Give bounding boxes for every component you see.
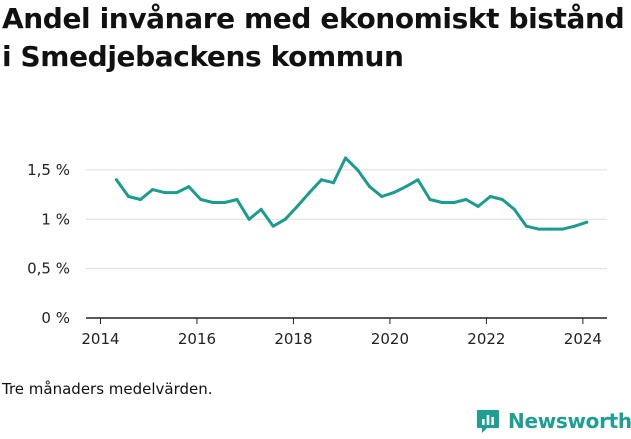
data-point <box>211 200 215 204</box>
data-point <box>380 195 384 199</box>
data-point <box>549 227 553 231</box>
data-point <box>488 195 492 199</box>
data-point <box>283 217 287 221</box>
y-axis-ticks: 0 % 0,5 % 1 % 1,5 % <box>27 161 70 327</box>
series-line <box>114 156 589 231</box>
data-point <box>368 185 372 189</box>
data-point <box>235 198 239 201</box>
data-point <box>428 198 432 201</box>
data-point <box>452 200 456 204</box>
data-point <box>500 198 504 201</box>
y-tick-label: 0,5 % <box>27 260 70 278</box>
x-tick-label: 2022 <box>467 330 505 348</box>
data-point <box>307 191 311 195</box>
x-tick-label: 2024 <box>564 330 602 348</box>
data-point <box>114 178 118 182</box>
x-tick-label: 2018 <box>274 330 312 348</box>
data-point <box>416 178 420 182</box>
data-point <box>440 200 444 204</box>
data-point <box>392 191 396 195</box>
y-tick-label: 1 % <box>41 210 70 228</box>
data-point <box>259 207 263 211</box>
data-point <box>573 224 577 228</box>
brand[interactable]: Newsworthy <box>476 408 631 434</box>
data-point <box>476 204 480 208</box>
y-tick-label: 0 % <box>41 309 70 327</box>
data-point <box>163 191 167 195</box>
data-point <box>561 227 565 231</box>
data-point <box>295 204 299 208</box>
chart-title: Andel invånare med ekonomiskt bistånd i … <box>2 2 625 73</box>
data-point <box>223 200 227 204</box>
data-point <box>536 227 540 231</box>
data-point <box>331 181 335 185</box>
x-tick-label: 2020 <box>371 330 409 348</box>
data-point <box>344 156 348 160</box>
data-point <box>151 188 155 192</box>
data-point <box>199 198 203 201</box>
data-point <box>464 198 468 201</box>
data-point <box>404 185 408 189</box>
data-point <box>175 191 179 195</box>
series-layer <box>114 156 589 231</box>
x-axis-ticks: 2014 2016 2018 2020 2022 2024 <box>81 318 602 348</box>
data-point <box>512 207 516 211</box>
data-point <box>271 224 275 228</box>
data-point <box>585 220 589 224</box>
y-tick-label: 1,5 % <box>27 161 70 179</box>
bar-chart-logo-icon <box>477 410 499 433</box>
data-point <box>126 195 130 199</box>
data-point <box>319 178 323 182</box>
data-point <box>139 198 143 201</box>
data-point <box>247 217 251 221</box>
footnote: Tre månaders medelvärden. <box>2 380 213 398</box>
x-tick-label: 2016 <box>178 330 216 348</box>
data-point <box>356 168 360 172</box>
data-point <box>524 224 528 228</box>
data-point <box>187 185 191 189</box>
x-tick-label: 2014 <box>81 330 119 348</box>
brand-name: Newsworthy <box>508 409 631 433</box>
